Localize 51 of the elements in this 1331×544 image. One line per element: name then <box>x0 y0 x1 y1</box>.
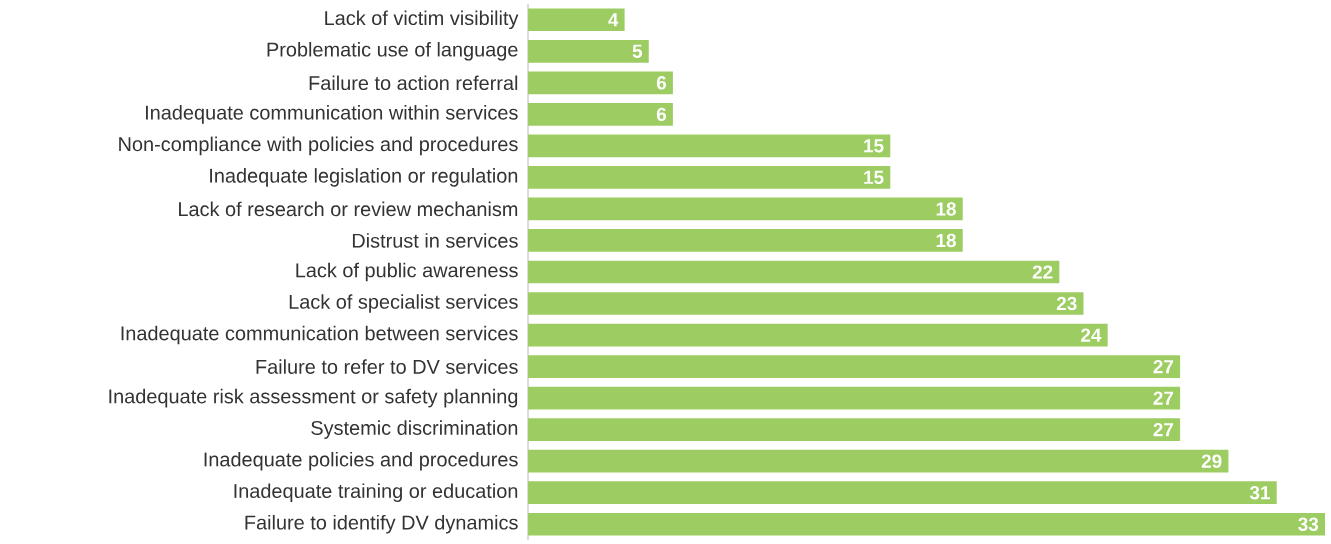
data-label: 18 <box>936 233 956 248</box>
bar <box>528 260 1060 284</box>
y-tick-label: Distrust in services <box>352 233 518 248</box>
y-tick-label: Failure to identify DV dynamics <box>245 514 518 534</box>
y-tick-label: Inadequate communication between services <box>121 325 518 345</box>
data-label: 27 <box>1153 391 1174 405</box>
bar <box>528 197 963 221</box>
bar <box>528 39 649 63</box>
data-label: 6 <box>656 76 667 90</box>
y-tick-label: Problematic use of language <box>267 42 518 61</box>
y-tick-label: Non-compliance with policies and procedures <box>119 136 518 156</box>
data-label: 27 <box>1153 423 1174 437</box>
bar <box>528 418 1181 441</box>
data-label: 18 <box>936 202 956 216</box>
y-tick-label: Lack of research or review mechanism <box>179 201 518 217</box>
bar <box>528 355 1181 378</box>
y-tick-label: Failure to action referral <box>309 75 518 91</box>
data-label: 15 <box>864 139 884 153</box>
bar <box>528 386 1181 410</box>
data-label: 24 <box>1081 328 1102 342</box>
y-tick-label: Lack of specialist services <box>289 294 518 313</box>
data-label: 5 <box>632 44 643 58</box>
y-tick-label: Lack of public awareness <box>296 262 518 282</box>
y-tick-label: Inadequate communication within services <box>145 105 518 124</box>
y-tick-label: Inadequate legislation or regulation <box>210 168 518 187</box>
data-label: 22 <box>1032 265 1053 279</box>
bar <box>528 8 625 32</box>
y-tick-label: Lack of victim visibility <box>325 10 519 30</box>
data-label: 23 <box>1056 296 1077 311</box>
y-tick-label: Failure to refer to DV services <box>256 359 518 374</box>
bar <box>528 292 1084 315</box>
bar <box>528 512 1326 536</box>
bar <box>528 102 673 126</box>
y-tick-label: Inadequate training or education <box>234 483 518 502</box>
y-tick-label: Inadequate risk assessment or safety planning <box>109 388 518 408</box>
data-label: 6 <box>656 107 667 122</box>
data-label: 33 <box>1298 517 1319 531</box>
y-tick-label: Systemic discrimination <box>311 420 518 439</box>
bar <box>528 229 963 252</box>
data-label: 31 <box>1249 485 1270 500</box>
data-label: 27 <box>1153 359 1174 374</box>
bar <box>528 134 891 158</box>
data-label: 29 <box>1201 454 1222 468</box>
bar <box>528 166 891 189</box>
bar <box>528 323 1108 347</box>
data-label: 15 <box>864 170 884 185</box>
y-tick-label: Inadequate policies and procedures <box>204 451 518 471</box>
bar <box>528 481 1277 505</box>
data-label: 4 <box>608 13 619 27</box>
bar <box>528 449 1229 473</box>
bar <box>528 71 673 95</box>
